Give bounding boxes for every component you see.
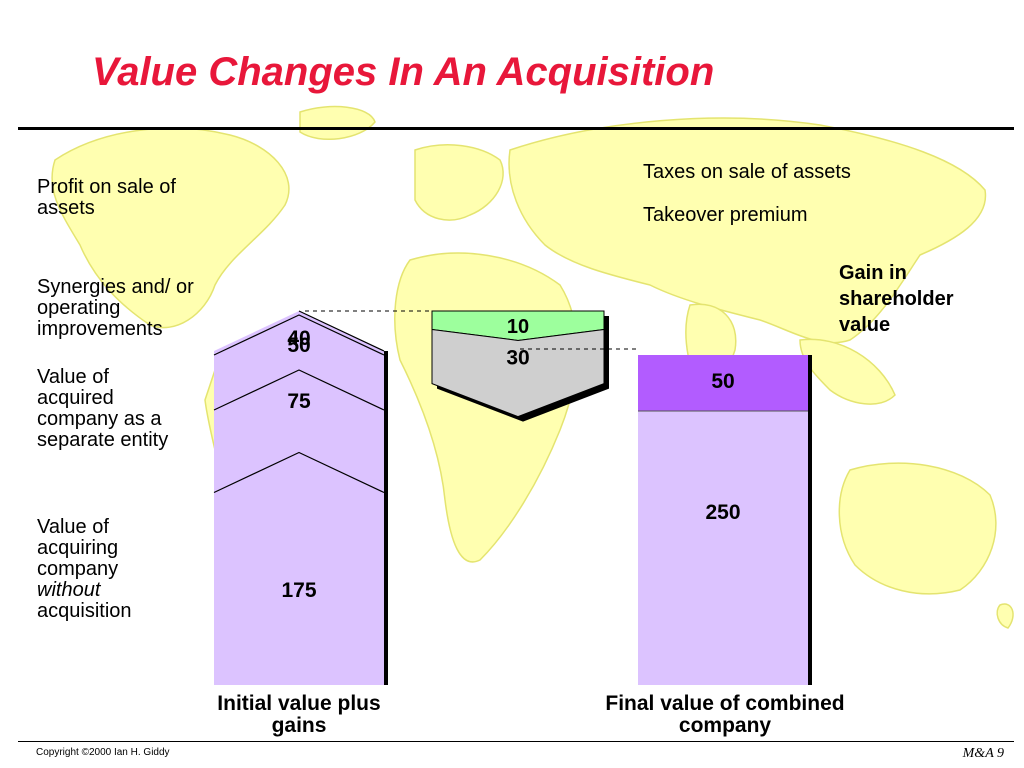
slide-number: M&A 9 — [962, 746, 1004, 761]
value-label-gain: 50 — [711, 370, 734, 393]
label-synergies: Synergies and/ or operating improvements — [37, 276, 194, 340]
value-label-30: 30 — [506, 346, 529, 369]
bar-initial — [214, 311, 384, 685]
value-label-250: 250 — [705, 501, 740, 524]
segment-final-value — [638, 411, 808, 685]
bar-initial-chevron-1 — [213, 451, 385, 494]
bar-initial-chevron-3 — [213, 314, 385, 356]
label-gain: Gain in shareholder value — [839, 262, 954, 336]
label-premium: Takeover premium — [643, 204, 808, 226]
label-value-acquiring: Value of acquiring company without acqui… — [37, 517, 187, 622]
copyright: Copyright ©2000 Ian H. Giddy — [36, 747, 170, 758]
value-label-10: 10 — [507, 316, 529, 338]
bar-final-shadow — [808, 355, 812, 685]
slide-title: Value Changes In An Acquisition — [92, 50, 715, 94]
label-value-acquiring-italic: without — [37, 579, 101, 601]
map-new-zealand — [996, 603, 1014, 629]
label-taxes: Taxes on sale of assets — [643, 161, 851, 183]
bar-initial-chevron-2 — [213, 369, 385, 411]
title-rule — [18, 127, 1014, 130]
label-value-acquired: Value of acquired company as a separate … — [37, 366, 169, 451]
label-value-acquiring-text: Value of acquiring company — [37, 516, 119, 580]
label-value-acquiring-end: acquisition — [37, 600, 132, 622]
map-asia — [508, 117, 987, 344]
map-north-america — [51, 127, 290, 329]
x-label-final: Final value of combined company — [605, 692, 845, 737]
value-label-175: 175 — [281, 579, 316, 602]
map-europe — [414, 144, 504, 221]
segment-gain — [638, 355, 808, 411]
value-label-50: 50 — [287, 334, 310, 357]
value-label-40: 40 — [287, 327, 310, 350]
segment-premium — [431, 328, 605, 418]
x-label-initial: Initial value plus gains — [217, 692, 381, 737]
map-southeast-asia — [799, 338, 896, 405]
map-greenland — [299, 105, 376, 141]
value-label-75: 75 — [287, 390, 311, 413]
footer-rule — [18, 741, 1014, 742]
label-profit-on-sale: Profit on sale of assets — [37, 176, 176, 219]
bar-initial-shadow — [384, 351, 388, 685]
bar-initial-apex-edge — [298, 310, 385, 352]
map-australia — [838, 462, 997, 595]
